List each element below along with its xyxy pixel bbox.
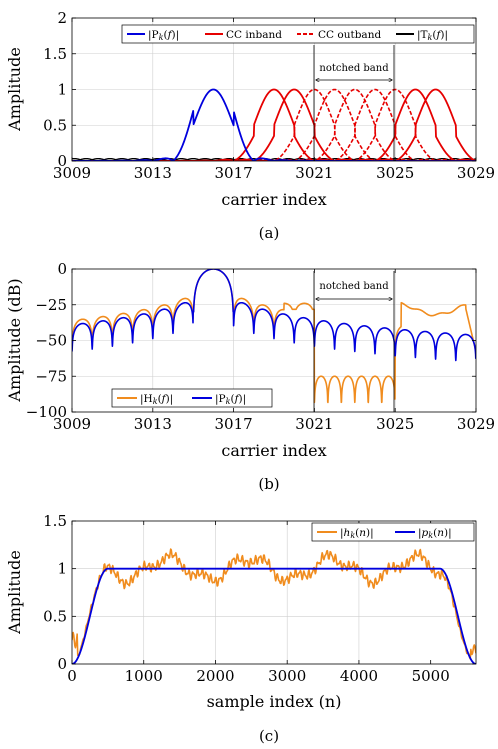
series-hk-time-line [72,548,476,660]
x-tick-label: 3029 [457,164,495,182]
x-axis-label-c: sample index (n) [207,692,342,711]
y-axis-label-b: Amplitude (dB) [5,278,24,402]
caption-a: (a) [259,224,280,242]
y-tick-label: 0 [57,655,67,673]
x-axis-label-b: carrier index [221,441,326,460]
legend-c: |hk(n)| |pk(n)| [311,522,475,542]
notched-band-label-a: notched band [319,63,389,74]
x-tick-label: 2000 [196,667,234,685]
y-tick-label: 1.5 [43,45,67,63]
x-tick-label: 3017 [215,415,253,433]
y-tick-label: −25 [35,296,67,314]
y-tick-label: 1 [57,560,67,578]
x-tick-label: 3009 [53,164,91,182]
series-pk-db-line [72,269,476,362]
y-tick-label: 0.5 [43,607,67,625]
series-pk-time-line [72,567,476,664]
caption-b: (b) [258,475,279,493]
y-tick-label: −100 [26,403,67,421]
plot-area-c [72,548,476,664]
x-tick-label: 3021 [295,164,333,182]
y-tick-label: 1 [57,81,67,99]
legend-b-pk: |Pk(f)| [215,393,246,406]
notched-band-annotation-b: notched band [313,271,395,412]
grid-c [72,521,476,664]
notched-band-label-b: notched band [319,281,389,292]
x-tick-label: 3013 [134,415,172,433]
panel-c: 0 1000 2000 3000 4000 5000 0 0.5 1 1.5 |hk(n)| |p… [5,512,477,745]
ticks-a: 3009 3013 3017 3021 3025 3029 0 0.5 1 1.5 2 [43,9,495,182]
x-axis-label-a: carrier index [221,190,326,209]
series-cc-inband-line [72,88,476,161]
legend-b-hk: |Hk(f)| [140,393,173,406]
series-b [72,269,476,404]
y-tick-label: 2 [57,9,67,27]
series-c [72,548,476,664]
x-tick-label: 1000 [125,667,163,685]
y-axis-label-a: Amplitude [5,47,24,132]
legend-a: |Pk(f)| CC inband CC outband |Tk(f)| [121,24,475,44]
x-tick-label: 3025 [376,164,414,182]
x-tick-label: 3009 [53,415,91,433]
y-tick-label: 0 [57,152,67,170]
legend-a-cc-inband: CC inband [226,29,282,41]
y-tick-label: −50 [35,332,67,350]
panel-b: 3009 3013 3017 3021 3025 3029 0 −25 −50 −75 −100 n… [5,260,495,493]
axes-frame-c [71,520,477,665]
x-tick-label: 3021 [295,415,333,433]
x-tick-label: 3000 [268,667,306,685]
x-tick-label: 3017 [215,164,253,182]
legend-a-tk: |Tk(f)| [417,29,448,42]
x-tick-label: 5000 [412,667,450,685]
x-tick-label: 0 [67,667,77,685]
x-tick-label: 3013 [134,164,172,182]
x-tick-label: 4000 [340,667,378,685]
y-tick-label: −75 [35,367,67,385]
legend-c-hk: |hk(n)| [340,527,374,540]
ticks-c: 0 1000 2000 3000 4000 5000 0 0.5 1 1.5 [43,512,476,685]
x-tick-label: 3029 [457,415,495,433]
legend-a-cc-outband: CC outband [318,29,381,41]
series-tk-line [72,157,476,161]
y-axis-label-c: Amplitude [5,550,24,635]
plot-area-b [72,269,476,404]
ticks-b: 3009 3013 3017 3021 3025 3029 0 −25 −50 −75 −100 [26,260,495,433]
grid-b [72,269,476,412]
y-tick-label: 1.5 [43,512,67,530]
legend-a-pk: |Pk(f)| [148,29,179,42]
y-tick-label: 0.5 [43,116,67,134]
panel-a: 3009 3013 3017 3021 3025 3029 0 0.5 1 1.5 2 notche… [5,9,495,242]
legend-c-pk: |pk(n)| [418,527,452,540]
y-tick-label: 0 [57,260,67,278]
x-tick-label: 3025 [376,415,414,433]
legend-b: |Hk(f)| |Pk(f)| [111,388,273,408]
notched-band-annotation-a: notched band [313,45,395,161]
caption-c: (c) [259,727,279,745]
